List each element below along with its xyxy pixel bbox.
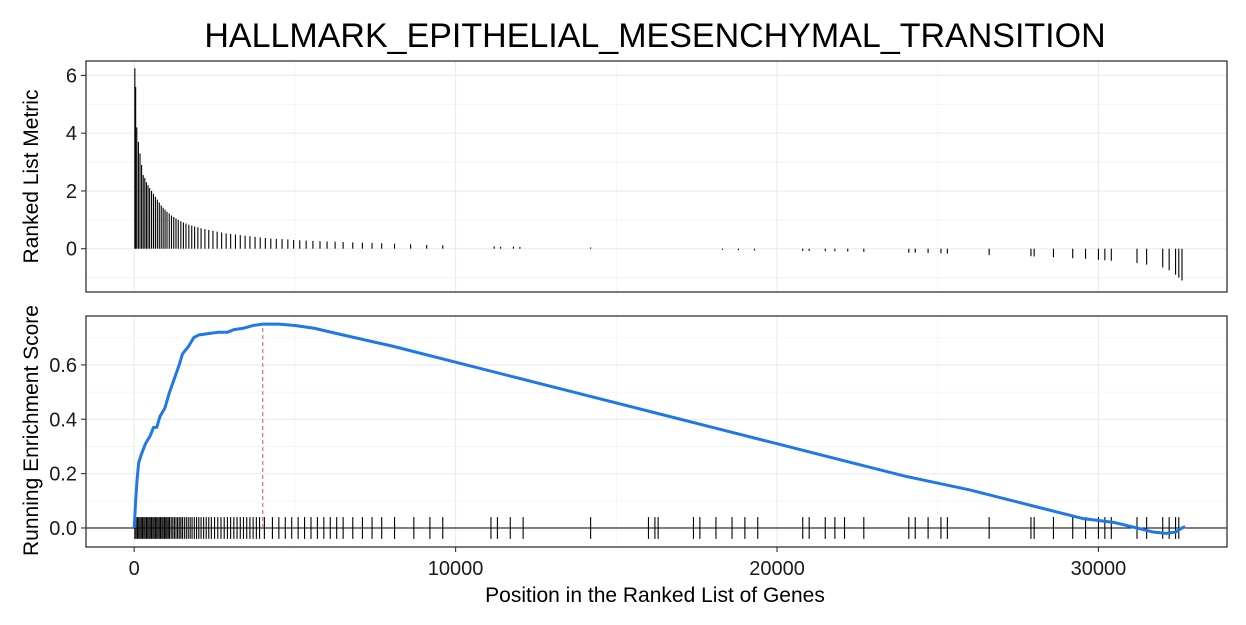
y-tick-label: 4 xyxy=(66,123,77,145)
x-tick-label: 30000 xyxy=(1071,558,1127,580)
x-axis-label: Position in the Ranked List of Genes xyxy=(485,584,825,607)
y-tick-label: 0 xyxy=(66,239,77,261)
bottom-panel-border xyxy=(85,315,1228,548)
bottom-y-axis: 0.0 0.2 0.4 0.6 xyxy=(49,355,86,540)
bottom-y-axis-label: Running Enrichment Score xyxy=(20,305,43,556)
top-y-axis: 0 2 4 6 xyxy=(66,65,86,261)
x-tick-label: 0 xyxy=(129,558,140,580)
top-panel-border xyxy=(85,60,1228,293)
y-tick-label: 0.4 xyxy=(49,409,77,431)
x-axis: 0 10000 20000 30000 xyxy=(129,547,1127,580)
y-tick-label: 0.2 xyxy=(49,464,77,486)
y-tick-label: 0.6 xyxy=(49,355,77,377)
x-tick-label: 20000 xyxy=(749,558,805,580)
chart-title: HALLMARK_EPITHELIAL_MESENCHYMAL_TRANSITI… xyxy=(204,17,1105,55)
running-es-curve xyxy=(132,322,1186,535)
top-panel-grid xyxy=(86,61,1227,292)
metric-bars xyxy=(134,68,1183,281)
y-tick-label: 0.0 xyxy=(49,518,77,540)
top-y-axis-label: Ranked List Metric xyxy=(20,90,43,264)
y-tick-label: 2 xyxy=(66,181,77,203)
y-tick-label: 6 xyxy=(66,65,77,87)
x-tick-label: 10000 xyxy=(428,558,484,580)
